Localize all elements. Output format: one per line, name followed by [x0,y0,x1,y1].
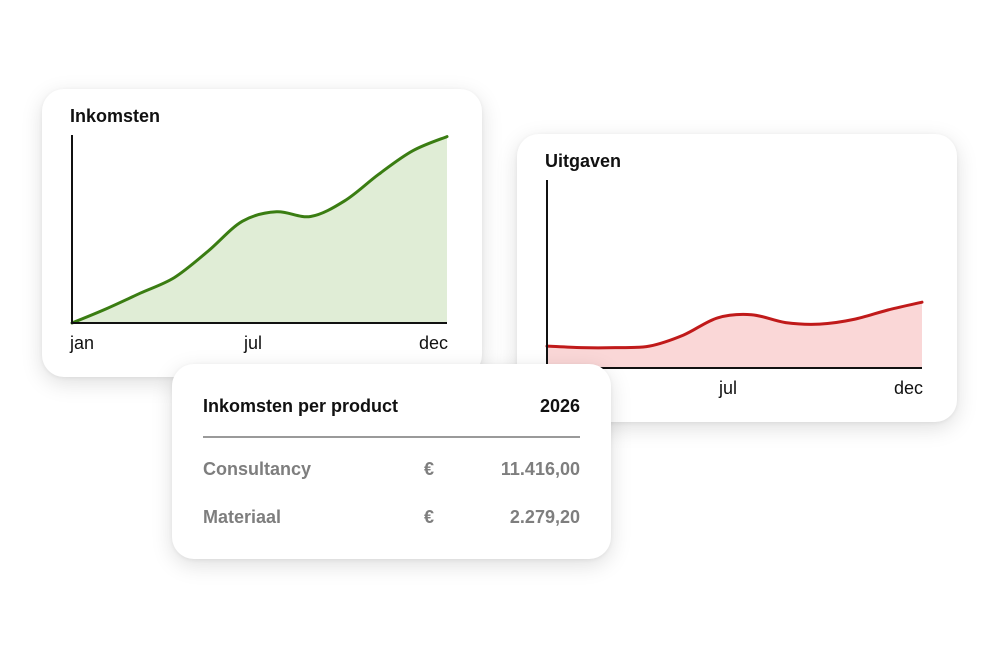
expense-series-line [545,300,924,350]
product-name: Materiaal [203,507,282,527]
income-x-tick-label: jan [69,333,94,353]
expense-chart-title: Uitgaven [545,151,622,171]
table-title: Inkomsten per product [203,396,399,416]
table-year: 2026 [539,396,580,416]
income-x-tick-label: dec [419,333,448,353]
income-series-line [70,135,449,325]
currency-symbol: € [424,459,435,479]
income-chart-title: Inkomsten [70,106,161,126]
income-chart-card: Inkomsten jan jul dec [42,89,482,377]
income-area-fill [72,136,447,323]
expense-chart: jul dec [545,180,924,398]
table-row: Consultancy € 11.416,00 [203,459,580,483]
income-x-tick-label: jul [243,333,262,353]
product-name: Consultancy [203,459,312,479]
expense-x-tick-label: dec [894,378,923,398]
income-chart: jan jul dec [69,135,449,353]
expense-x-tick-label: jul [718,378,737,398]
table-divider [203,436,580,438]
product-amount: 2.279,20 [509,507,580,527]
currency-symbol: € [424,507,435,527]
expense-area-fill [547,302,922,368]
table-row: Materiaal € 2.279,20 [203,507,580,531]
product-amount: 11.416,00 [500,459,580,479]
income-per-product-card: Inkomsten per product 2026 Consultancy €… [172,364,611,559]
